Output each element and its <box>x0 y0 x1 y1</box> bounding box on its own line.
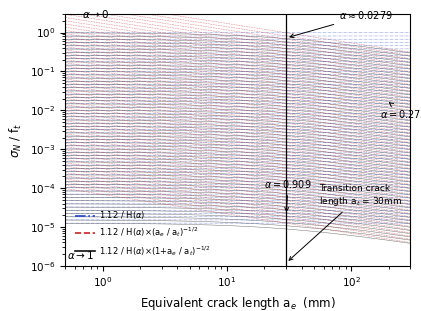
Text: $\alpha \approx 0.0279$: $\alpha \approx 0.0279$ <box>290 9 393 38</box>
Y-axis label: $\sigma_N$ / f$_t$: $\sigma_N$ / f$_t$ <box>8 123 24 157</box>
Text: $\alpha = 0.909$: $\alpha = 0.909$ <box>264 178 312 211</box>
Text: $\alpha \rightarrow 1$: $\alpha \rightarrow 1$ <box>67 249 95 261</box>
X-axis label: Equivalent crack length a$_e$  (mm): Equivalent crack length a$_e$ (mm) <box>140 295 336 311</box>
Text: $\alpha = 0.275$: $\alpha = 0.275$ <box>380 103 421 119</box>
Text: Transition crack
length a$_t$ = 30mm: Transition crack length a$_t$ = 30mm <box>289 184 402 260</box>
Legend: 1.12 / H($\alpha$), 1.12 / H($\alpha$)$\times$(a$_e$ / a$_t$)$^{-1/2}$, 1.12 / H: 1.12 / H($\alpha$), 1.12 / H($\alpha$)$\… <box>73 208 212 259</box>
Text: $\alpha \rightarrow 0$: $\alpha \rightarrow 0$ <box>82 8 109 20</box>
